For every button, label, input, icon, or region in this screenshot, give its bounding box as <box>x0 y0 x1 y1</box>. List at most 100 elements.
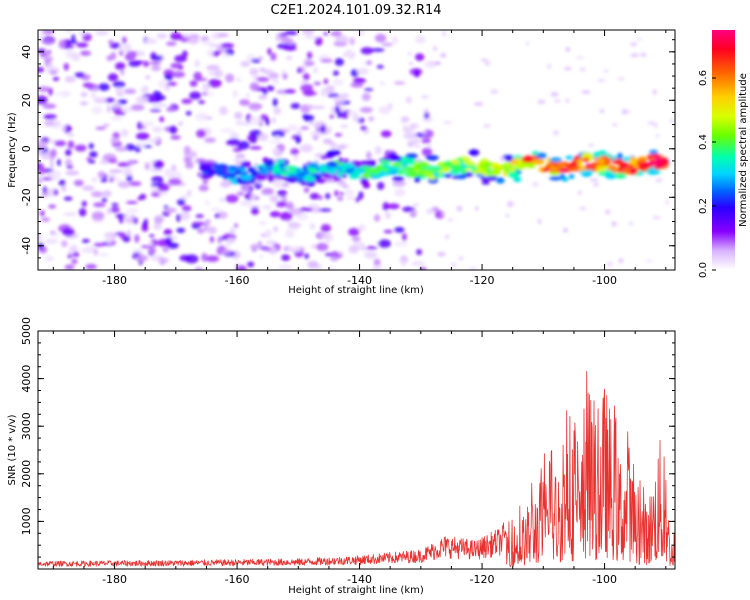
heatmap-cell <box>410 124 415 131</box>
heatmap-cell <box>88 159 96 164</box>
heatmap-cell <box>565 98 570 103</box>
heatmap-cell <box>261 187 274 195</box>
heatmap-cell <box>496 177 505 184</box>
heatmap-cell <box>84 245 95 254</box>
heatmap-cell <box>537 99 546 104</box>
heatmap-cell <box>195 158 206 163</box>
heatmap-cell <box>38 67 45 73</box>
heatmap-cell <box>274 135 281 141</box>
heatmap-cell <box>208 78 222 88</box>
heatmap-cell <box>381 42 393 47</box>
heatmap-cell <box>447 218 454 222</box>
heatmap-cell <box>665 199 669 205</box>
heatmap-cell <box>583 157 590 163</box>
heatmap-cell <box>334 190 339 197</box>
heatmap-cell <box>58 179 66 186</box>
heatmap-cell <box>394 241 408 247</box>
heatmap-cell <box>133 217 138 225</box>
heatmap-cell <box>137 196 143 201</box>
heatmap-cell <box>320 59 333 63</box>
heatmap-cell <box>153 223 163 230</box>
heatmap-cell <box>151 65 161 72</box>
heatmap-cell <box>303 35 318 40</box>
heatmap-cell <box>413 68 420 78</box>
heatmap-cell <box>341 184 350 188</box>
heatmap-cell <box>649 153 661 159</box>
heatmap-cell <box>130 104 145 111</box>
heatmap-cell <box>180 211 191 221</box>
heatmap-cell <box>63 196 73 201</box>
heatmap-cell <box>66 165 74 169</box>
heatmap-cell <box>189 80 198 87</box>
heatmap-cell <box>205 255 220 262</box>
heatmap-cell <box>79 101 89 106</box>
heatmap-cell <box>424 108 428 115</box>
heatmap-cell <box>284 30 298 36</box>
heatmap-cell <box>655 158 663 163</box>
heatmap-cell <box>630 53 639 58</box>
heatmap-cell <box>325 239 330 243</box>
heatmap-cell <box>309 223 316 230</box>
heatmap-cell <box>93 97 107 104</box>
heatmap-cell <box>597 150 608 157</box>
heatmap-cell <box>442 30 447 37</box>
heatmap-cell <box>249 243 262 250</box>
heatmap-cell <box>362 182 371 189</box>
heatmap-cell <box>597 79 606 82</box>
heatmap-cell <box>250 58 261 63</box>
heatmap-cell <box>558 168 571 173</box>
heatmap-cell <box>307 104 314 110</box>
heatmap-cell <box>455 174 467 180</box>
heatmap-cell <box>152 126 163 133</box>
heatmap-cell <box>153 160 164 170</box>
heatmap-cell <box>568 173 575 179</box>
heatmap-cell <box>604 209 611 215</box>
heatmap-cell <box>239 99 251 106</box>
heatmap-cell <box>159 257 169 264</box>
heatmap-cell <box>507 201 514 208</box>
heatmap-cell <box>234 111 243 120</box>
heatmap-cell <box>505 155 513 162</box>
heatmap-cell <box>484 59 491 66</box>
heatmap-cell <box>201 174 209 180</box>
heatmap-cell <box>38 166 46 175</box>
heatmap-cell <box>478 168 486 175</box>
heatmap-cell <box>617 77 625 81</box>
heatmap-cell <box>217 211 228 219</box>
heatmap-cell <box>275 175 288 180</box>
heatmap-cell <box>132 60 144 64</box>
heatmap-cell <box>325 193 331 200</box>
heatmap-panel: -180 -160 -140 -120 -100 -40 -20 0 20 40 Height o… <box>7 29 676 296</box>
heatmap-cell <box>235 77 243 83</box>
y-tick-label: 0 <box>20 145 33 152</box>
heatmap-cell <box>310 130 323 138</box>
heatmap-cell <box>117 99 128 105</box>
heatmap-cell <box>492 162 498 167</box>
heatmap-cell <box>216 167 224 172</box>
heatmap-cell <box>640 162 653 169</box>
heatmap-cell <box>193 221 207 226</box>
heatmap-cell <box>38 140 48 150</box>
colorbar-tick-label: 0.4 <box>698 134 709 150</box>
heatmap-cell <box>320 124 326 134</box>
heatmap-cell <box>90 94 96 98</box>
heatmap-cell <box>52 76 60 81</box>
heatmap-cell <box>212 50 223 54</box>
heatmap-cell <box>217 33 229 37</box>
heatmap-cell <box>144 162 150 171</box>
heatmap-cell <box>401 233 407 242</box>
heatmap-cell <box>228 173 236 179</box>
heatmap-cell <box>58 39 66 49</box>
heatmap-cell <box>325 85 335 94</box>
heatmap-cell <box>464 164 470 169</box>
heatmap-cell <box>120 129 129 137</box>
heatmap-cell <box>629 167 638 175</box>
x-tick-label: -180 <box>102 573 127 586</box>
heatmap-cell <box>271 130 285 138</box>
heatmap-cell <box>275 33 281 42</box>
heatmap-cell <box>264 229 272 238</box>
heatmap-cell <box>268 140 281 144</box>
heatmap-cell <box>277 189 288 197</box>
heatmap-cell <box>117 162 131 168</box>
heatmap-cell <box>88 143 94 149</box>
